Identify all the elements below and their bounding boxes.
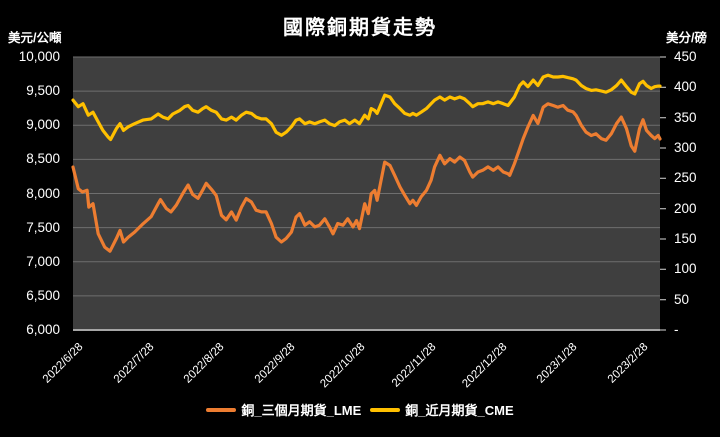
right-axis-tick-label: 450: [674, 49, 697, 64]
legend-label-lme: 銅_三個月期貨_LME: [241, 403, 362, 418]
x-axis-tick-label: 2022/6/28: [40, 341, 86, 386]
lme-line-swatch: [206, 407, 237, 412]
x-axis-tick-label: 2022/7/28: [111, 341, 157, 386]
left-axis-tick-label: 9,500: [26, 83, 60, 99]
right-axis-tick-label: 100: [674, 261, 697, 277]
legend-item-cme: 銅_近月期貨_CME: [370, 400, 514, 419]
left-axis-tick-label: 8,000: [26, 185, 60, 201]
x-axis-tick-label: 2023/2/28: [605, 341, 651, 386]
left-axis-tick-label: 7,000: [26, 253, 60, 269]
left-axis-tick-label: 7,500: [26, 219, 60, 235]
x-axis-tick-label: 2022/10/28: [318, 341, 368, 391]
right-axis-tick-label: 300: [674, 140, 697, 155]
x-axis-tick-label: 2022/9/28: [252, 341, 298, 386]
right-axis-unit-label: 美分/磅: [666, 31, 707, 45]
chart-canvas: [71, 56, 666, 331]
right-axis-tick-label: 150: [674, 231, 697, 246]
left-axis-unit-label: 美元/公噸: [8, 31, 62, 45]
x-axis-tick-label: 2023/1/28: [535, 341, 580, 386]
x-axis-tick-label: 2022/12/28: [459, 341, 510, 391]
legend-label-cme: 銅_近月期貨_CME: [405, 403, 514, 418]
right-axis-tick-label: 350: [674, 109, 697, 125]
left-axis-tick-label: 8,500: [26, 151, 60, 167]
legend: 銅_三個月期貨_LME 銅_近月期貨_CME: [0, 400, 720, 419]
left-axis-tick-label: 6,500: [26, 287, 60, 303]
chart-title: 國際銅期貨走勢: [283, 17, 437, 39]
right-axis-tick-label: 200: [674, 200, 697, 216]
left-axis-tick-label: 9,000: [26, 117, 60, 133]
left-axis-tick-label: 10,000: [18, 49, 60, 64]
plot-area: [71, 56, 666, 331]
right-axis-tick-label: -: [674, 322, 679, 337]
right-axis-tick-label: 400: [674, 79, 697, 95]
left-axis-tick-label: 6,000: [26, 322, 60, 337]
right-axis-tick-label: 250: [674, 170, 697, 186]
right-axis-tick-label: 50: [674, 291, 690, 307]
cme-line-swatch: [370, 407, 401, 412]
x-axis-tick-label: 2022/11/28: [389, 341, 439, 390]
cme-series-line: [71, 73, 662, 142]
legend-item-lme: 銅_三個月期貨_LME: [206, 400, 361, 419]
lme-series-line: [71, 102, 662, 253]
x-axis-tick-label: 2022/8/28: [182, 341, 227, 386]
